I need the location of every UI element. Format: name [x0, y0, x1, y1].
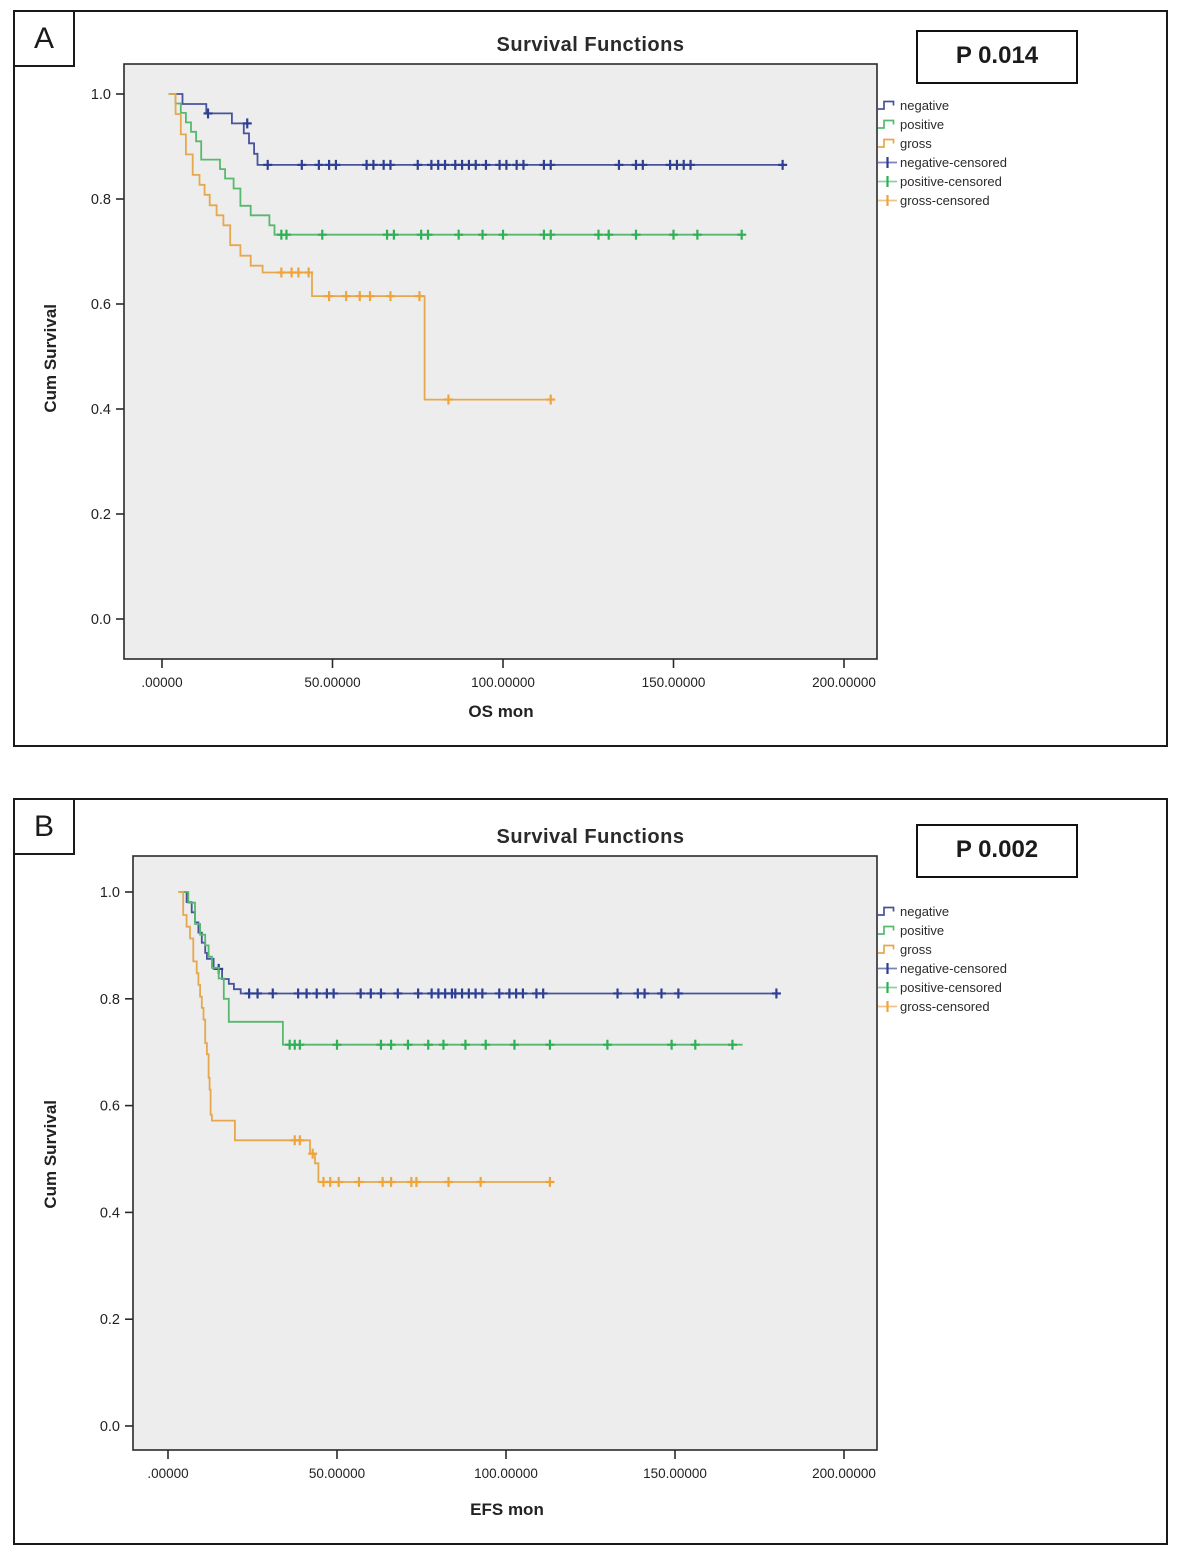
legend-step-line-icon: [878, 119, 895, 129]
legend-label: gross: [900, 942, 932, 957]
series-gross-curve: [168, 93, 555, 401]
chart-title: Survival Functions: [496, 34, 685, 56]
legend-item-positive: positive: [878, 115, 1007, 134]
legend-label: negative-censored: [900, 961, 1007, 976]
series-negative-curve: [168, 93, 783, 166]
km-plot-efs: 1.0 0.8 0.6 0.4 0.2 0.0 .00000 50.00000 100.0000…: [100, 855, 878, 1481]
legend-label: positive-censored: [900, 980, 1002, 995]
legend-item-gross-censored: gross-censored: [878, 997, 1007, 1016]
x-tick-label: 50.00000: [309, 1466, 365, 1481]
legend-label: negative: [900, 904, 950, 919]
x-tick-label: .00000: [147, 1466, 188, 1481]
legend-step-line-icon: [878, 100, 895, 110]
legend-censor-plus-icon: [878, 1001, 897, 1012]
x-tick-label: 200.00000: [812, 675, 876, 690]
panel-a: A Survival Functions P 0.014 1.0 0.8 0.6 0.…: [13, 10, 1168, 747]
series-gross-censor-marks: [276, 267, 556, 405]
series-gross-curve: [178, 891, 550, 1183]
plot-area: [132, 855, 878, 1451]
y-tick-label: 0.0: [91, 612, 111, 628]
legend-item-positive-censored: positive-censored: [878, 172, 1007, 191]
legend-label: gross-censored: [900, 999, 990, 1014]
y-axis-title: Cum Survival: [41, 304, 60, 413]
series-gross-censor-marks: [290, 1135, 555, 1187]
legend-item-negative: negative: [878, 902, 1007, 921]
series-negative-censor-marks: [203, 108, 788, 170]
x-tick-label: 150.00000: [643, 1466, 707, 1481]
legend-censor-plus-icon: [878, 176, 897, 187]
p-value-box: P 0.002: [916, 824, 1078, 878]
legend-step-line-icon: [878, 925, 895, 935]
y-tick-label: 0.8: [91, 192, 111, 208]
p-value-box: P 0.014: [916, 30, 1078, 84]
km-plot-os: 1.0 0.8 0.6 0.4 0.2 0.0 .00000 50.00000 100.0000…: [91, 63, 878, 690]
series-positive-censor-marks: [276, 229, 747, 240]
legend-item-negative: negative: [878, 96, 1007, 115]
legend-label: positive: [900, 117, 945, 132]
legend-item-positive: positive: [878, 921, 1007, 940]
plot-area: [123, 63, 878, 660]
legend-censor-plus-icon: [878, 982, 897, 993]
legend-item-gross-censored: gross-censored: [878, 191, 1007, 210]
y-tick-label: 0.2: [91, 507, 111, 523]
x-tick-label: 100.00000: [471, 675, 535, 690]
x-tick-label: 200.00000: [812, 1466, 876, 1481]
legend-censor-plus-icon: [878, 195, 897, 206]
y-tick-label: 0.2: [100, 1312, 120, 1328]
legend: negative positive gross negative-censored po…: [878, 96, 1007, 210]
x-axis-title: OS mon: [468, 702, 534, 721]
y-tick-label: 0.4: [100, 1205, 120, 1221]
legend-step-line-icon: [878, 944, 895, 954]
x-tick-label: 150.00000: [642, 675, 706, 690]
legend-label: gross-censored: [900, 193, 990, 208]
chart-title: Survival Functions: [496, 826, 685, 848]
legend-label: positive: [900, 923, 945, 938]
y-tick-label: 0.0: [100, 1419, 120, 1435]
legend: negative positive gross negative-censored po…: [878, 902, 1007, 1016]
x-tick-label: 100.00000: [474, 1466, 538, 1481]
series-positive-curve: [168, 93, 742, 236]
legend-step-line-icon: [878, 138, 895, 148]
legend-item-gross: gross: [878, 940, 1007, 959]
y-tick-label: 1.0: [100, 885, 120, 901]
panel-b: B Survival Functions P 0.002 1.0 0.8 0.6 0.…: [13, 798, 1168, 1545]
y-tick-label: 1.0: [91, 87, 111, 103]
x-tick-label: .00000: [141, 675, 182, 690]
legend-censor-plus-icon: [878, 157, 897, 168]
x-tick-label: 50.00000: [304, 675, 360, 690]
legend-item-positive-censored: positive-censored: [878, 978, 1007, 997]
y-tick-label: 0.8: [100, 992, 120, 1008]
legend-label: negative-censored: [900, 155, 1007, 170]
y-tick-label: 0.4: [91, 402, 111, 418]
series-negative-censor-marks: [214, 963, 781, 999]
series-positive-censor-marks: [285, 1039, 737, 1050]
series-negative-curve: [179, 891, 777, 995]
legend-item-negative-censored: negative-censored: [878, 153, 1007, 172]
x-axis-title: EFS mon: [470, 1500, 544, 1519]
y-axis-title: Cum Survival: [41, 1100, 60, 1209]
y-tick-label: 0.6: [91, 297, 111, 313]
legend-censor-plus-icon: [878, 963, 897, 974]
legend-step-line-icon: [878, 906, 895, 916]
y-tick-label: 0.6: [100, 1099, 120, 1115]
panel-letter: A: [13, 10, 75, 67]
legend-label: negative: [900, 98, 950, 113]
panel-letter: B: [13, 798, 75, 855]
legend-item-gross: gross: [878, 134, 1007, 153]
legend-item-negative-censored: negative-censored: [878, 959, 1007, 978]
legend-label: positive-censored: [900, 174, 1002, 189]
legend-label: gross: [900, 136, 932, 151]
series-positive-curve: [179, 891, 743, 1046]
